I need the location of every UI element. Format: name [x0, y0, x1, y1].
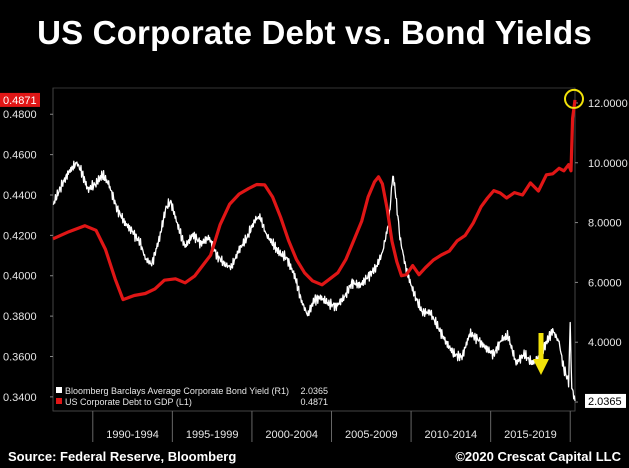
copyright-note: ©2020 Crescat Capital LLC	[455, 449, 621, 464]
legend-label: Bloomberg Barclays Average Corporate Bon…	[65, 386, 289, 396]
annotation-layer	[533, 88, 584, 375]
debt-to-gdp-line	[52, 99, 577, 302]
legend-label: US Corporate Debt to GDP (L1)	[65, 397, 192, 407]
left-tick-label: 0.4600	[3, 150, 37, 162]
x-tick-label: 1995-1999	[186, 429, 239, 441]
left-tick-label: 0.3400	[3, 392, 37, 404]
right-last-value-box	[585, 393, 626, 408]
bond-yield-line	[52, 160, 576, 401]
down-arrow-head	[533, 359, 549, 375]
source-note: Source: Federal Reserve, Bloomberg	[8, 449, 237, 464]
left-tick-label: 0.4000	[3, 271, 37, 283]
legend-value: 2.0365	[300, 386, 328, 396]
right-tick-label: 12.0000	[588, 98, 628, 110]
left-last-value-box	[0, 92, 40, 107]
x-tick-label: 2005-2009	[345, 429, 398, 441]
x-tick-label: 2010-2014	[425, 429, 478, 441]
plot-frame	[52, 87, 576, 412]
right-tick-label: 4.0000	[588, 337, 622, 349]
series-layer	[52, 99, 577, 401]
right-last-value-label: 2.0365	[588, 396, 622, 408]
left-tick-label: 0.3600	[3, 351, 37, 363]
x-tick-label: 1990-1994	[106, 429, 159, 441]
right-tick-label: 10.0000	[588, 158, 628, 170]
legend-swatch	[56, 387, 62, 393]
x-axis: 1990-1994 1995-1999 2000-2004 2005-2009 2010…	[53, 410, 575, 442]
highlight-circle	[564, 88, 584, 109]
chart-title: US Corporate Debt vs. Bond Yields	[37, 14, 592, 51]
left-tick-label: 0.3800	[3, 311, 37, 323]
left-tick-label: 0.4400	[3, 190, 37, 202]
x-tick-label: 2000-2004	[265, 429, 318, 441]
left-tick-label: 0.4200	[3, 230, 37, 242]
x-tick-label: 2015-2019	[504, 429, 557, 441]
left-axis: 0.3400 0.3600 0.3800 0.4000 0.4200 0.4400 0.46…	[0, 88, 54, 411]
right-tick-label: 6.0000	[588, 277, 622, 289]
left-tick-label: 0.4800	[3, 109, 37, 121]
left-last-value-label: 0.4871	[3, 95, 37, 107]
legend-swatch	[56, 398, 62, 404]
right-tick-label: 8.0000	[588, 218, 622, 230]
legend: Bloomberg Barclays Average Corporate Bon…	[56, 386, 328, 407]
right-axis: 2.00004.00006.00008.000010.000012.00002.…	[574, 88, 628, 411]
legend-value: 0.4871	[300, 397, 328, 407]
